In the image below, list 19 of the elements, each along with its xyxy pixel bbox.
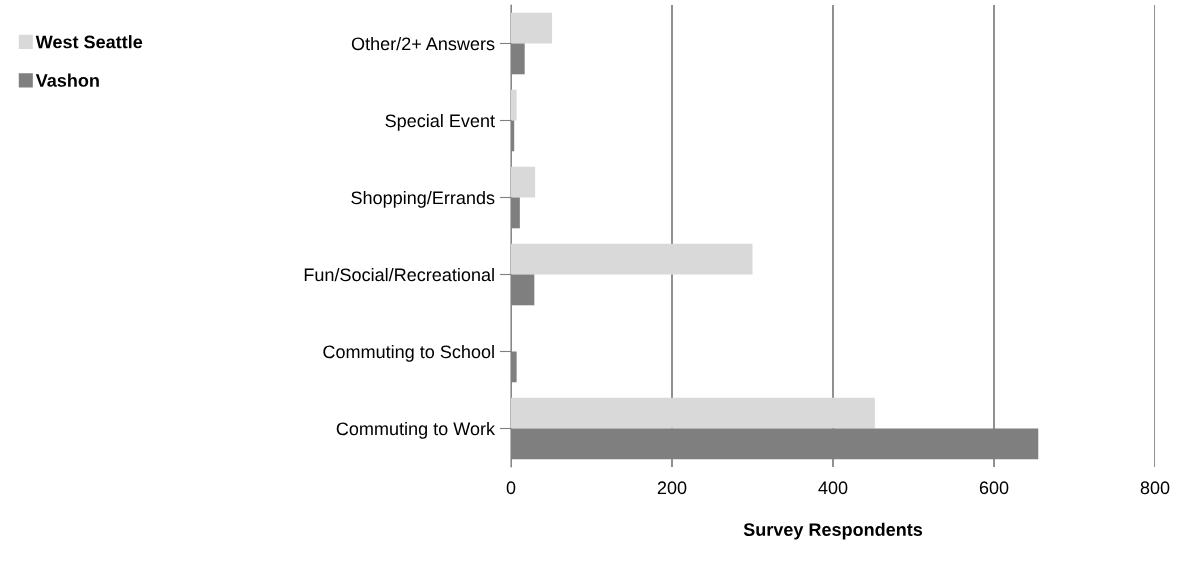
x-axis-title: Survey Respondents	[743, 522, 923, 540]
legend-label: Vashon	[35, 73, 99, 87]
x-tick-label: 0	[506, 481, 516, 495]
y-tick-label: Special Event	[385, 113, 495, 131]
legend-label: West Seattle	[35, 35, 143, 49]
bar	[511, 89, 517, 121]
y-tick-label: Shopping/Errands	[351, 190, 495, 208]
bar	[511, 243, 753, 275]
x-tick-label: 400	[818, 481, 848, 495]
x-tick-label: 600	[979, 481, 1009, 495]
y-tick-label: Other/2+ Answers	[351, 36, 495, 51]
bar	[511, 12, 553, 44]
x-tick-label: 800	[1140, 481, 1170, 495]
bar	[511, 397, 875, 429]
y-tick-label: Fun/Social/Recreational	[304, 267, 494, 282]
x-tick-label: 200	[657, 481, 687, 495]
y-tick-label: Commuting to Work	[336, 421, 496, 439]
y-tick-label: Commuting to School	[323, 344, 494, 362]
bar	[511, 166, 536, 198]
